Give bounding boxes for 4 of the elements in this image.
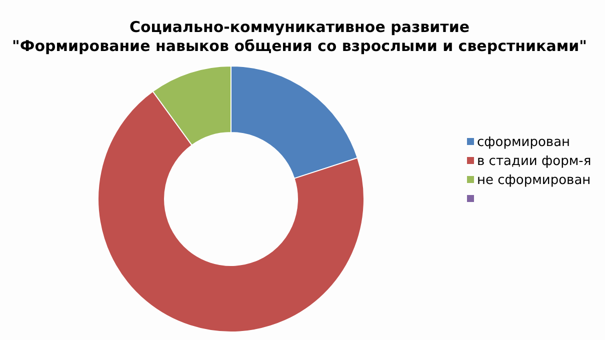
- legend-label: сформирован: [477, 135, 570, 150]
- legend-label: в стадии форм-я: [477, 154, 592, 169]
- chart-title: Социально-коммуникативное развитие "Формирование навыков общения со взрослыми и сверстниками": [12, 18, 587, 55]
- legend-label: не сформирован: [477, 173, 591, 188]
